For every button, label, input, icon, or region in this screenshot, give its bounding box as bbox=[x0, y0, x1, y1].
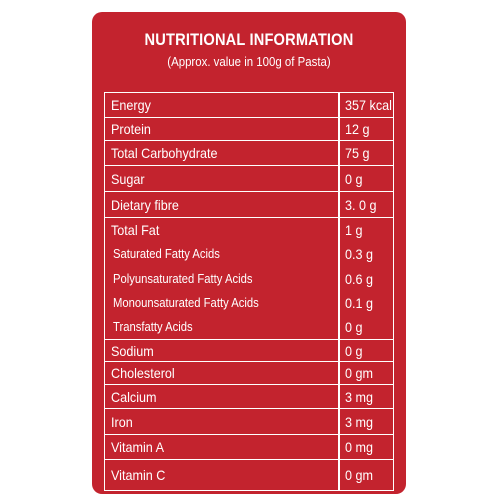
panel-title: NUTRITIONAL INFORMATION bbox=[144, 30, 354, 49]
nutrient-value: 0.6 g bbox=[345, 270, 374, 287]
table-row-polyunsaturated-fat: Polyunsaturated Fatty Acids 0.6 g bbox=[105, 266, 393, 291]
nutrient-value: 3 mg bbox=[345, 388, 374, 405]
table-row-vitamin-c: Vitamin C 0 gm bbox=[105, 460, 393, 490]
nutrient-name: Total Carbohydrate bbox=[111, 145, 218, 161]
table-row-saturated-fat: Saturated Fatty Acids 0.3 g bbox=[105, 242, 393, 266]
nutrient-name: Sugar bbox=[111, 170, 145, 187]
table-row-calcium: Calcium 3 mg bbox=[105, 385, 393, 409]
nutrient-value: 3 mg bbox=[345, 413, 374, 430]
nutrient-name: Monounsaturated Fatty Acids bbox=[113, 296, 259, 310]
nutrient-name: Cholesterol bbox=[111, 365, 175, 381]
table-row-vitamin-a: Vitamin A 0 mg bbox=[105, 435, 393, 460]
nutrient-value: 0 g bbox=[345, 319, 363, 335]
table-row-total-fat: Total Fat 1 g bbox=[105, 218, 393, 242]
nutrient-name: Sodium bbox=[111, 342, 154, 359]
table-row-sodium: Sodium 0 g bbox=[105, 340, 393, 362]
nutrient-name: Vitamin C bbox=[111, 467, 166, 483]
nutrient-value: 0.1 g bbox=[345, 295, 374, 311]
table-row-fibre: Dietary fibre 3. 0 g bbox=[105, 192, 393, 218]
column-divider bbox=[338, 93, 340, 490]
table-row-monounsaturated-fat: Monounsaturated Fatty Acids 0.1 g bbox=[105, 291, 393, 315]
table-row-sugar: Sugar 0 g bbox=[105, 166, 393, 192]
nutrient-name: Calcium bbox=[111, 388, 157, 405]
nutrient-name: Total Fat bbox=[111, 222, 160, 238]
nutrient-name: Saturated Fatty Acids bbox=[113, 247, 220, 261]
nutrition-table: Energy 357 kcal Protein 12 g Total Carbo… bbox=[104, 92, 394, 491]
nutrient-value: 0 g bbox=[345, 170, 363, 187]
table-row-transfat: Transfatty Acids 0 g bbox=[105, 315, 393, 340]
nutrition-panel: NUTRITIONAL INFORMATION (Approx. value i… bbox=[92, 12, 406, 494]
nutrient-name: Iron bbox=[111, 413, 133, 430]
nutrient-name: Protein bbox=[111, 121, 151, 137]
nutrient-name: Energy bbox=[111, 97, 151, 113]
nutrient-name: Transfatty Acids bbox=[113, 320, 193, 334]
table-row-protein: Protein 12 g bbox=[105, 118, 393, 141]
nutrient-value: 3. 0 g bbox=[345, 196, 377, 213]
panel-subtitle: (Approx. value in 100g of Pasta) bbox=[167, 54, 331, 69]
nutrient-name: Dietary fibre bbox=[111, 196, 179, 213]
nutrient-value: 0 gm bbox=[345, 365, 374, 381]
table-row-iron: Iron 3 mg bbox=[105, 409, 393, 435]
nutrient-name: Polyunsaturated Fatty Acids bbox=[113, 271, 253, 286]
table-row-energy: Energy 357 kcal bbox=[105, 93, 393, 118]
nutrient-value: 75 g bbox=[345, 145, 370, 161]
nutrient-value: 0 g bbox=[345, 342, 363, 359]
nutrient-value: 357 kcal bbox=[345, 97, 392, 113]
nutrient-value: 0 gm bbox=[345, 467, 374, 483]
table-row-carbohydrate: Total Carbohydrate 75 g bbox=[105, 141, 393, 166]
nutrient-value: 12 g bbox=[345, 121, 370, 137]
nutrient-name: Vitamin A bbox=[111, 439, 165, 455]
nutrient-value: 0 mg bbox=[345, 439, 374, 455]
table-row-cholesterol: Cholesterol 0 gm bbox=[105, 362, 393, 385]
nutrient-value: 1 g bbox=[345, 222, 363, 238]
nutrient-value: 0.3 g bbox=[345, 246, 374, 262]
